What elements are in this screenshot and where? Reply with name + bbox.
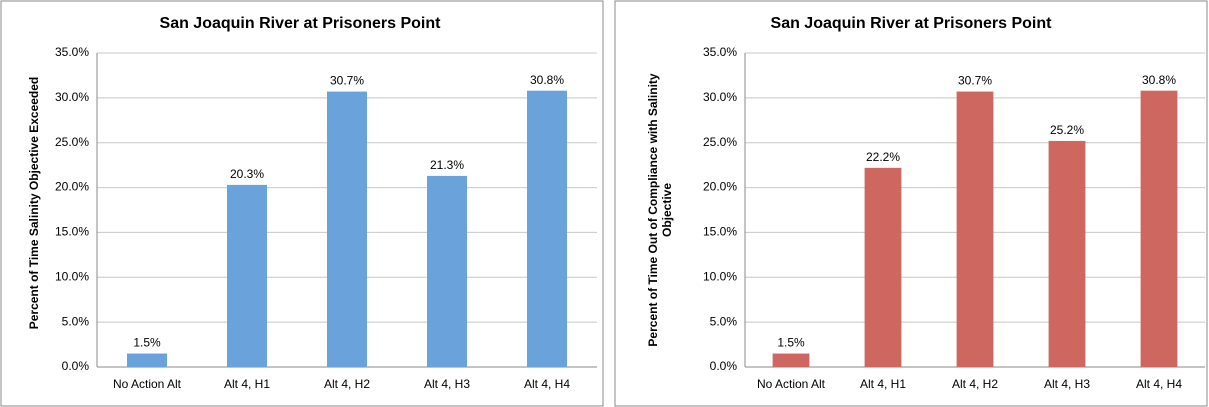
y-axis-title: Percent of Time Out of Compliance with S… xyxy=(646,73,674,347)
bar xyxy=(864,167,902,367)
x-tick-label: Alt 4, H3 xyxy=(1044,377,1090,391)
x-tick-label: Alt 4, H4 xyxy=(524,377,570,391)
bar xyxy=(772,353,810,367)
chart-title: San Joaquin River at Prisoners Point xyxy=(160,15,442,32)
x-tick-label: No Action Alt xyxy=(757,377,826,391)
data-label: 1.5% xyxy=(777,336,805,350)
x-tick-label: No Action Alt xyxy=(113,377,182,391)
data-label: 20.3% xyxy=(230,167,264,181)
data-label: 22.2% xyxy=(866,150,900,164)
y-tick-label: 25.0% xyxy=(703,135,737,149)
bar xyxy=(1048,140,1086,367)
y-tick-label: 20.0% xyxy=(55,180,89,194)
y-tick-label: 20.0% xyxy=(703,180,737,194)
panel-frame xyxy=(0,0,604,407)
data-label: 30.8% xyxy=(530,73,564,87)
data-label: 30.8% xyxy=(1142,73,1176,87)
x-tick-label: Alt 4, H1 xyxy=(860,377,906,391)
bar xyxy=(427,175,467,367)
x-tick-label: Alt 4, H3 xyxy=(424,377,470,391)
bar xyxy=(1140,90,1178,368)
bar xyxy=(127,353,167,367)
y-tick-label: 5.0% xyxy=(710,314,738,328)
x-tick-label: Alt 4, H4 xyxy=(1136,377,1182,391)
bar xyxy=(327,91,367,367)
x-tick-label: Alt 4, H1 xyxy=(224,377,270,391)
y-tick-label: 35.0% xyxy=(703,45,737,59)
y-tick-label: 15.0% xyxy=(55,225,89,239)
y-tick-label: 35.0% xyxy=(55,45,89,59)
data-label: 30.7% xyxy=(958,74,992,88)
bar xyxy=(527,90,567,368)
y-tick-label: 25.0% xyxy=(55,135,89,149)
data-label: 21.3% xyxy=(430,158,464,172)
bar xyxy=(956,91,994,367)
y-tick-label: 15.0% xyxy=(703,225,737,239)
data-label: 30.7% xyxy=(330,74,364,88)
y-tick-label: 5.0% xyxy=(62,314,90,328)
bar xyxy=(227,184,267,367)
chart-title: San Joaquin River at Prisoners Point xyxy=(771,15,1053,32)
y-tick-label: 10.0% xyxy=(55,269,89,283)
panel-frame xyxy=(614,0,1208,407)
x-tick-label: Alt 4, H2 xyxy=(952,377,998,391)
y-axis-title: Percent of Time Salinity Objective Excee… xyxy=(27,76,41,330)
y-tick-label: 30.0% xyxy=(55,90,89,104)
y-tick-label: 30.0% xyxy=(703,90,737,104)
data-label: 25.2% xyxy=(1050,123,1084,137)
y-tick-label: 0.0% xyxy=(710,359,738,373)
y-tick-label: 10.0% xyxy=(703,269,737,283)
data-label: 1.5% xyxy=(133,336,161,350)
y-tick-label: 0.0% xyxy=(62,359,90,373)
x-tick-label: Alt 4, H2 xyxy=(324,377,370,391)
